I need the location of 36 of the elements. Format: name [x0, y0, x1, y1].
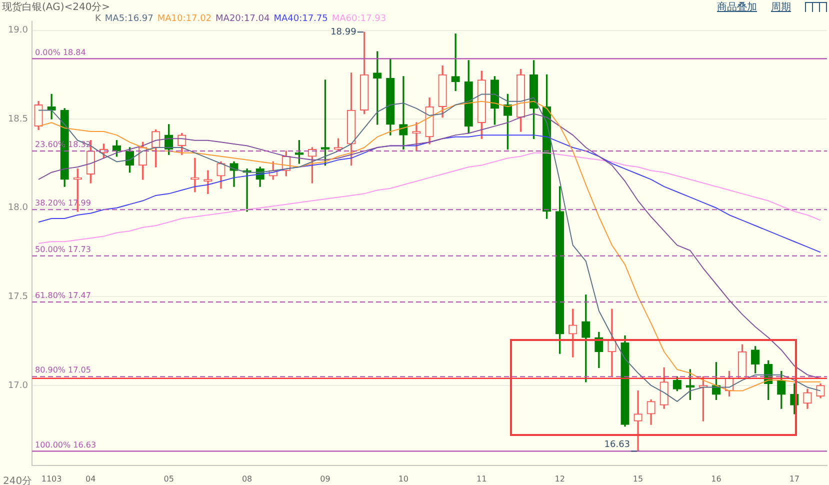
x-tick-label: 1103 [41, 474, 62, 484]
x-tick-label: 12 [554, 474, 565, 484]
text: 商品叠加 [717, 0, 757, 14]
x-tick-label: 08 [242, 474, 252, 484]
candlestick [399, 76, 408, 150]
annotation: 18.99 [330, 27, 357, 38]
y-tick-label: 17.0 [8, 380, 28, 391]
text: 240分 [3, 475, 32, 485]
text: MA60:17.93 [332, 14, 386, 24]
y-tick-label: 19.0 [8, 26, 28, 36]
x-tick-label: 16 [711, 474, 722, 484]
legend-title: K [95, 14, 101, 24]
text: MA20:17.04 [216, 14, 270, 24]
candlestick [47, 94, 56, 120]
text: MA5:16.97 [104, 14, 154, 24]
ref-line-label: 50.00% 17.73 [35, 244, 91, 254]
text: 周期 [771, 0, 791, 14]
ref-line-label: 61.80% 17.47 [35, 291, 91, 300]
x-tick-label: 10 [398, 474, 409, 484]
ref-line-label: 0.00% 18.84 [35, 48, 86, 57]
y-tick-label: 18.0 [8, 203, 28, 214]
x-tick-label: 15 [632, 474, 644, 484]
ref-line-label: 100.00% 16.63 [35, 440, 96, 450]
ref-line-label: 80.90% 17.05 [35, 366, 91, 375]
x-tick-label: 04 [86, 474, 96, 484]
y-tick-label: 18.5 [8, 114, 28, 124]
candlestick [451, 34, 460, 91]
x-tick-label: 05 [164, 474, 174, 484]
text: MA10:17.02 [157, 14, 212, 24]
y-tick-label: 17.5 [8, 292, 28, 302]
x-tick-label: 17 [789, 474, 800, 484]
text: MA40:17.75 [274, 14, 328, 24]
annotation: 16.63 [604, 440, 630, 450]
chart-title: 现货白银(AG)<240分> [2, 1, 110, 14]
x-tick-label: 09 [320, 474, 330, 484]
x-tick-label: 11 [476, 474, 487, 484]
